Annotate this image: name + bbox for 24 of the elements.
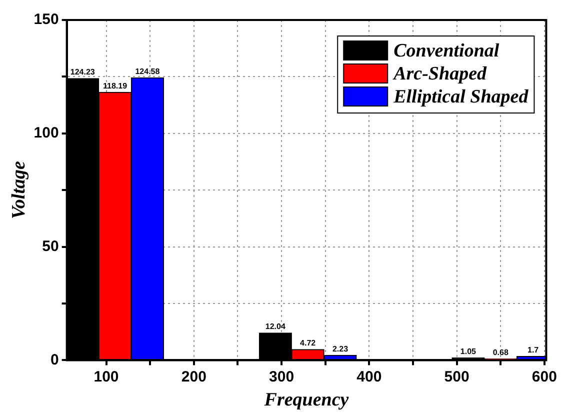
data-label: 1.7 (527, 346, 540, 355)
data-label: 4.72 (300, 338, 316, 348)
data-label: 118.19 (103, 81, 128, 90)
data-label: 0.68 (492, 348, 509, 357)
legend-label: Elliptical Shaped (392, 86, 529, 108)
data-label: 124.58 (135, 66, 160, 76)
y-tick-label: 150 (34, 11, 59, 28)
x-tick-label: 300 (269, 368, 294, 386)
data-label: 2.23 (332, 344, 349, 354)
x-tick-label: 200 (181, 368, 206, 386)
data-label: 124.23 (70, 68, 96, 77)
y-tick-label: 100 (34, 124, 59, 142)
x-tick-label: 100 (94, 368, 119, 386)
x-tick-label: 400 (356, 368, 382, 386)
legend-label: Conventional (394, 40, 500, 62)
x-axis-title: Frequency (263, 390, 350, 411)
y-tick-label: 0 (50, 351, 59, 368)
data-label: 1.05 (460, 347, 477, 356)
legend-label: Arc-Shaped (392, 63, 487, 84)
y-axis-title: Voltage (8, 160, 30, 220)
x-tick-label: 500 (444, 368, 470, 386)
x-tick-label: 600 (532, 368, 557, 386)
data-label: 12.04 (265, 322, 286, 332)
y-tick-label: 50 (42, 238, 59, 255)
